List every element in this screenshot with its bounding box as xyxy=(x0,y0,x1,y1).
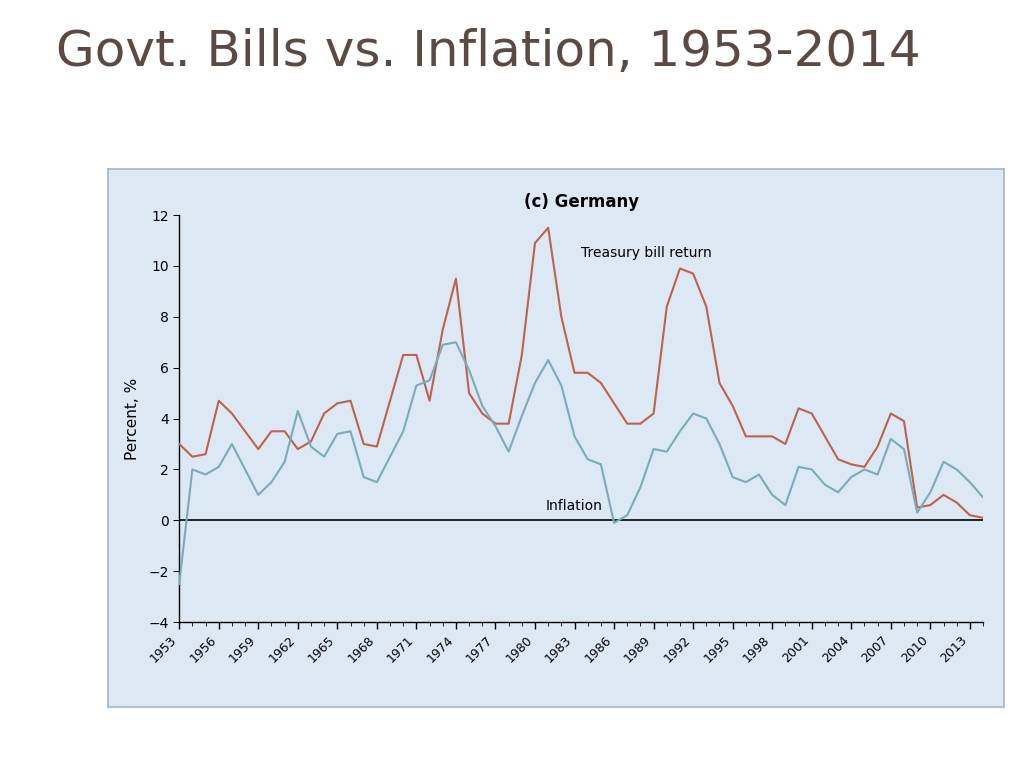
Text: 34: 34 xyxy=(9,125,30,140)
Y-axis label: Percent, %: Percent, % xyxy=(125,377,140,460)
Text: Govt. Bills vs. Inflation, 1953-2014: Govt. Bills vs. Inflation, 1953-2014 xyxy=(56,28,921,75)
Text: Treasury bill return: Treasury bill return xyxy=(581,247,712,260)
Title: (c) Germany: (c) Germany xyxy=(523,193,639,210)
Text: Inflation: Inflation xyxy=(546,499,602,513)
